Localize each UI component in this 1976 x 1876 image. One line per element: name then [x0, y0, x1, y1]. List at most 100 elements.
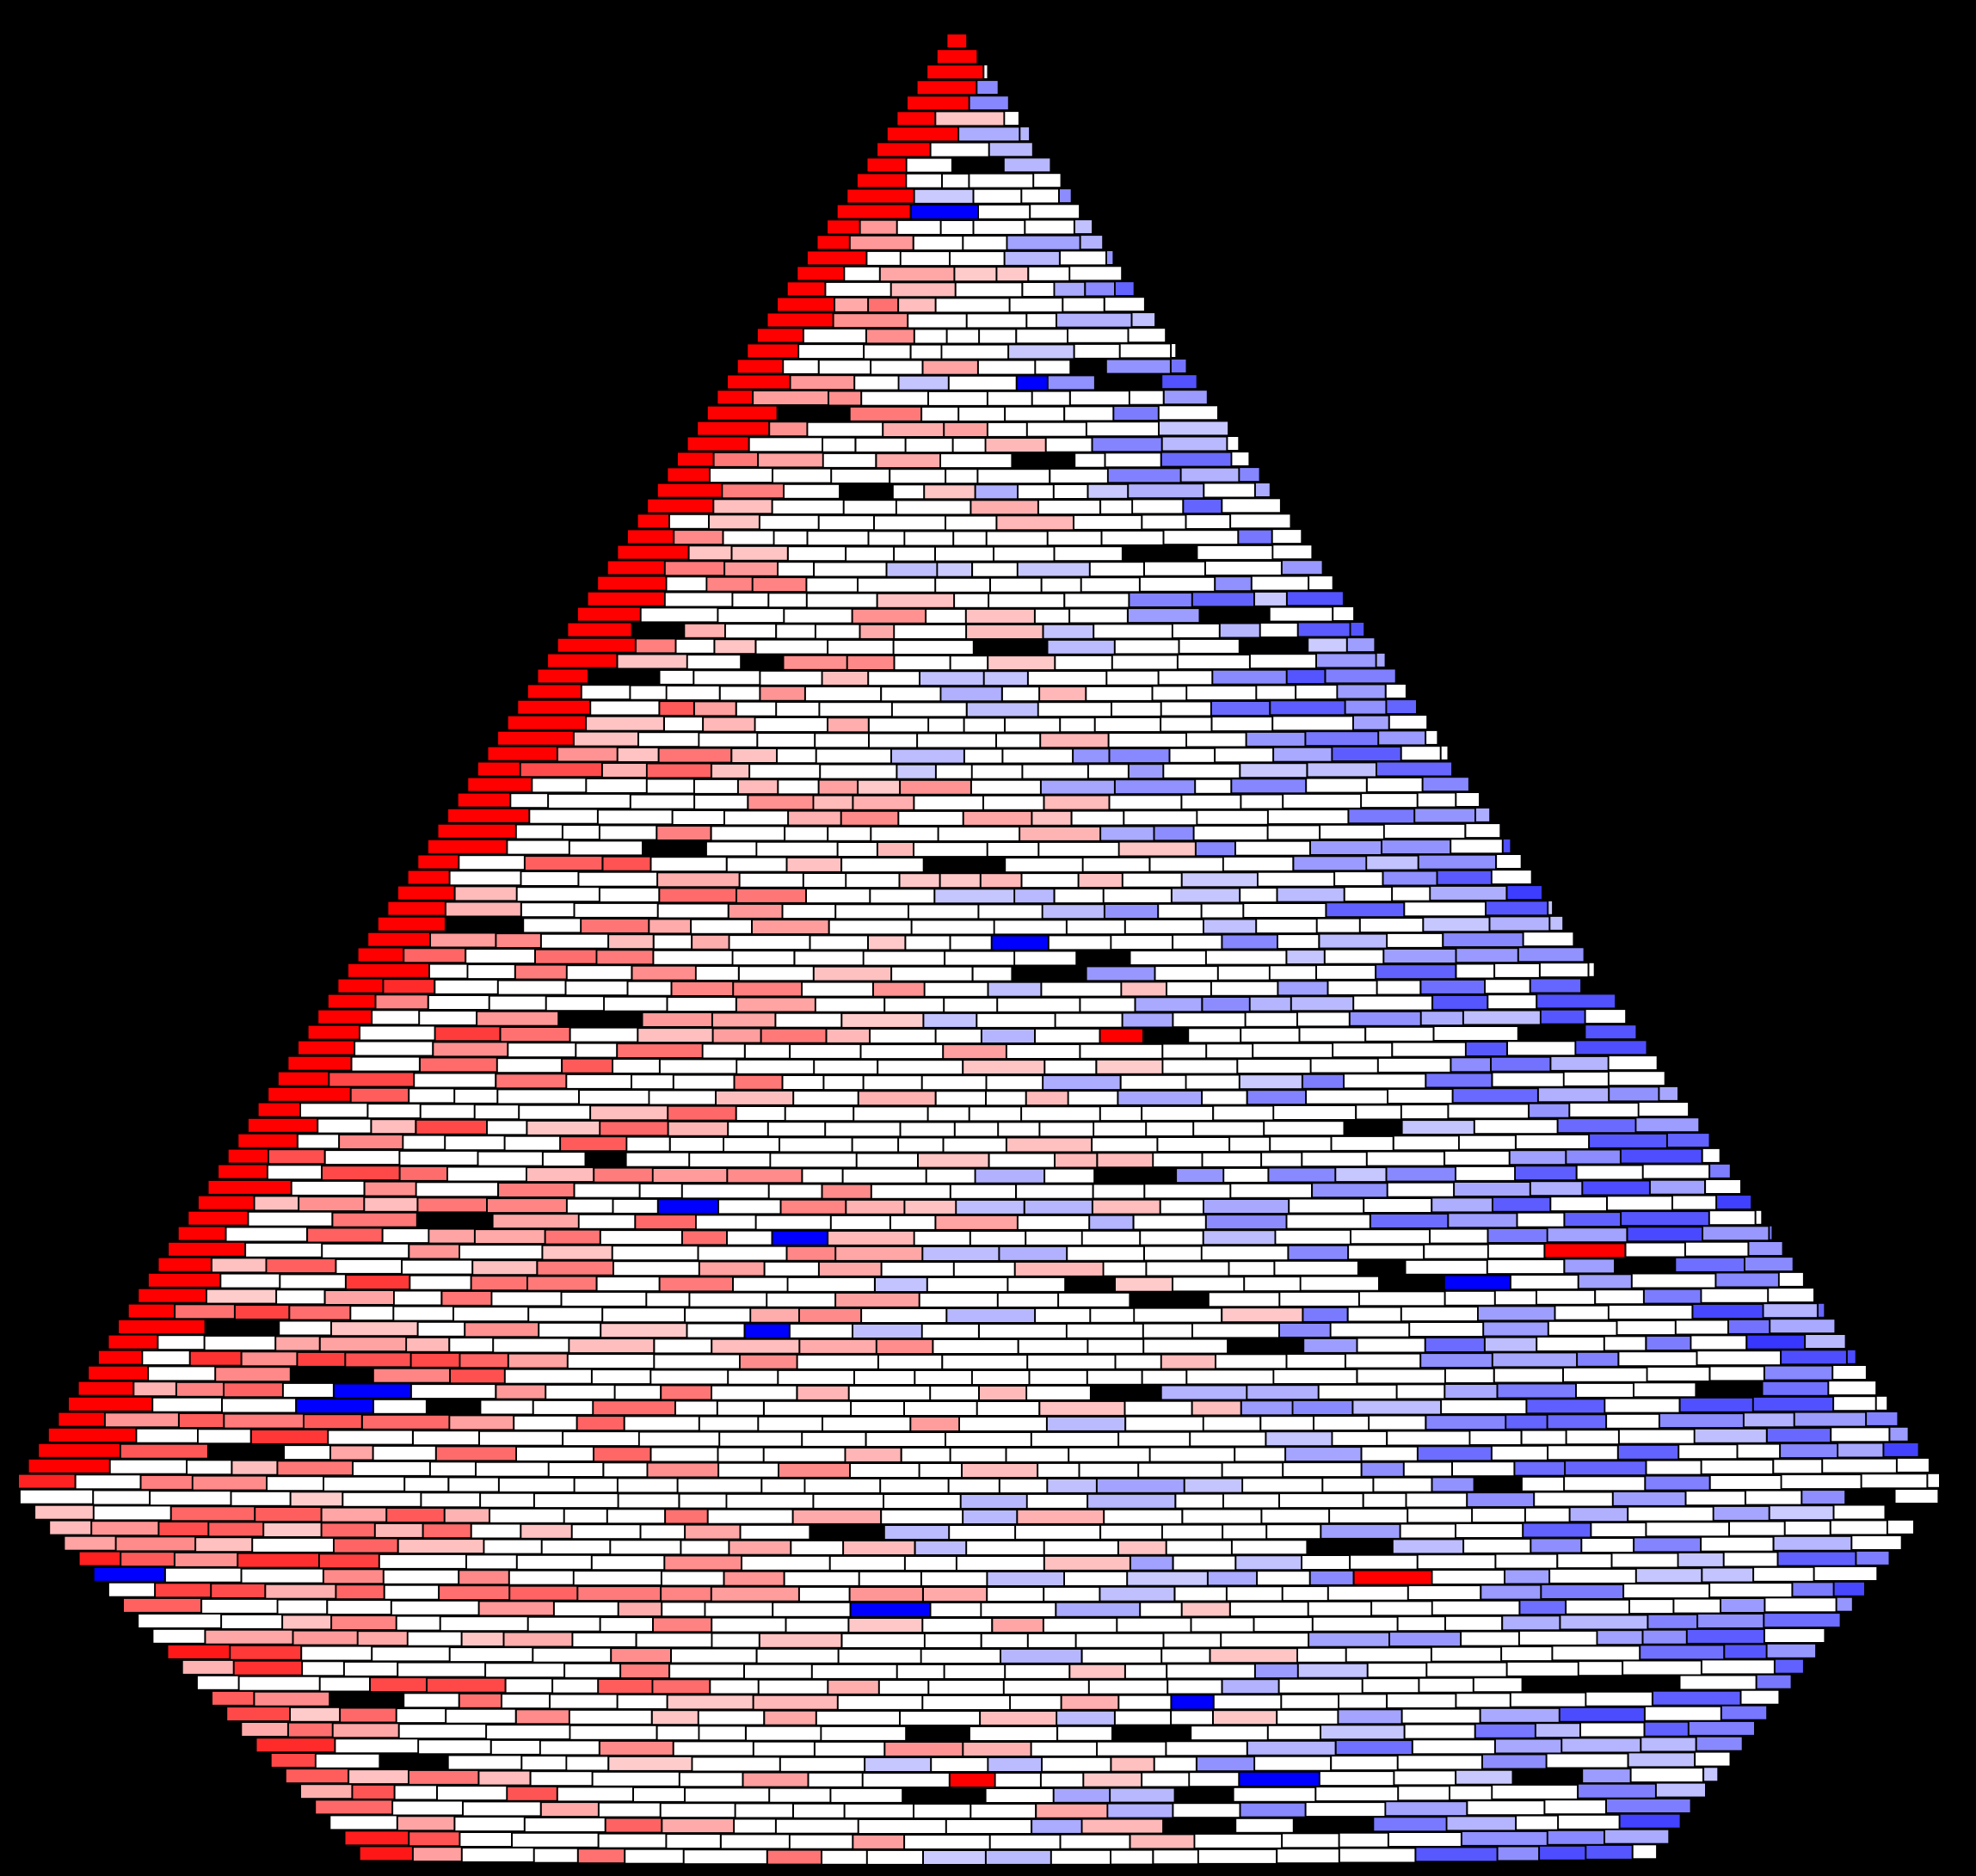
- tile: [665, 593, 732, 606]
- tile: [1339, 1695, 1386, 1708]
- tile: [496, 934, 540, 948]
- tile: [812, 1664, 896, 1678]
- tile: [997, 268, 1028, 281]
- tile: [1108, 469, 1180, 483]
- tile: [1379, 731, 1425, 745]
- tile: [1757, 1675, 1791, 1688]
- tile: [1164, 1633, 1221, 1647]
- tile: [1173, 1013, 1245, 1027]
- tile: [1255, 592, 1286, 606]
- tile: [564, 1510, 606, 1523]
- tile: [1050, 469, 1107, 483]
- tile: [1641, 1645, 1724, 1659]
- tile: [1320, 1772, 1394, 1786]
- tile: [918, 734, 995, 747]
- tile: [391, 1601, 478, 1615]
- tile: [1345, 1074, 1425, 1088]
- tile: [1702, 1537, 1773, 1551]
- tile: [1388, 1694, 1456, 1707]
- tile: [475, 1230, 545, 1244]
- tile: [739, 967, 813, 981]
- tile: [963, 811, 1031, 825]
- tile: [711, 469, 772, 483]
- tile: [434, 1043, 508, 1056]
- tile: [857, 1153, 917, 1167]
- tile: [1130, 1835, 1194, 1848]
- tile: [817, 236, 849, 249]
- tile: [943, 1356, 1027, 1369]
- tile: [780, 1757, 865, 1771]
- tile: [1006, 718, 1060, 732]
- tile: [788, 547, 846, 561]
- tile: [892, 749, 963, 763]
- tile: [1311, 1059, 1377, 1073]
- tile: [1475, 1724, 1535, 1738]
- tile: [1042, 578, 1080, 592]
- tile: [790, 1324, 852, 1338]
- tile: [511, 794, 548, 808]
- tile: [1537, 994, 1616, 1008]
- tile: [613, 1060, 659, 1073]
- tile: [1473, 1509, 1524, 1522]
- tile: [896, 501, 970, 514]
- tile: [520, 763, 601, 777]
- tile: [942, 345, 1008, 359]
- tile: [1591, 1523, 1646, 1536]
- tile: [807, 889, 870, 903]
- tile: [988, 1758, 1041, 1771]
- tile: [139, 1615, 221, 1627]
- tile: [405, 1478, 448, 1492]
- tile: [699, 1726, 745, 1740]
- tile: [735, 1819, 775, 1833]
- tile: [574, 732, 637, 746]
- tile: [600, 1618, 652, 1632]
- tile: [1351, 1230, 1429, 1244]
- tile: [468, 778, 532, 791]
- tile: [1313, 1184, 1387, 1197]
- tile: [855, 376, 898, 390]
- tile: [445, 1509, 489, 1522]
- tile: [593, 1772, 679, 1786]
- tile: [881, 1479, 948, 1492]
- tile: [1697, 1351, 1780, 1365]
- tile: [1317, 654, 1376, 667]
- tile: [662, 1819, 734, 1833]
- tile: [714, 500, 772, 514]
- tile: [1384, 824, 1465, 838]
- tile: [1474, 1678, 1522, 1692]
- tile: [1535, 1492, 1612, 1506]
- tile: [725, 562, 778, 575]
- tile: [1079, 874, 1122, 887]
- tile: [1764, 1366, 1832, 1380]
- tile: [1197, 1757, 1254, 1771]
- tile: [409, 1089, 454, 1103]
- tile: [360, 1847, 412, 1861]
- tile: [446, 902, 520, 916]
- tile: [788, 1277, 874, 1291]
- tile: [1626, 1243, 1684, 1257]
- tile: [1075, 453, 1105, 467]
- tile: [283, 1383, 333, 1397]
- tile: [887, 127, 958, 141]
- tile: [1357, 1369, 1444, 1383]
- tile: [1691, 1336, 1746, 1350]
- tile: [48, 1428, 136, 1442]
- tile: [1583, 1769, 1630, 1783]
- tile: [976, 485, 1017, 499]
- tile: [1406, 1260, 1487, 1274]
- tile: [320, 1677, 369, 1691]
- tile: [733, 951, 794, 965]
- tile: [1289, 1246, 1348, 1259]
- tile: [372, 1011, 419, 1024]
- tile: [768, 1123, 825, 1136]
- tile: [877, 843, 913, 856]
- tile: [831, 1788, 902, 1802]
- tile: [859, 1572, 920, 1585]
- tile: [1173, 1277, 1244, 1291]
- tile: [1101, 827, 1154, 840]
- tile: [579, 872, 657, 886]
- tile: [1647, 1368, 1709, 1381]
- tile: [1466, 1043, 1506, 1055]
- tile: [576, 1043, 617, 1057]
- tile: [1330, 1509, 1407, 1522]
